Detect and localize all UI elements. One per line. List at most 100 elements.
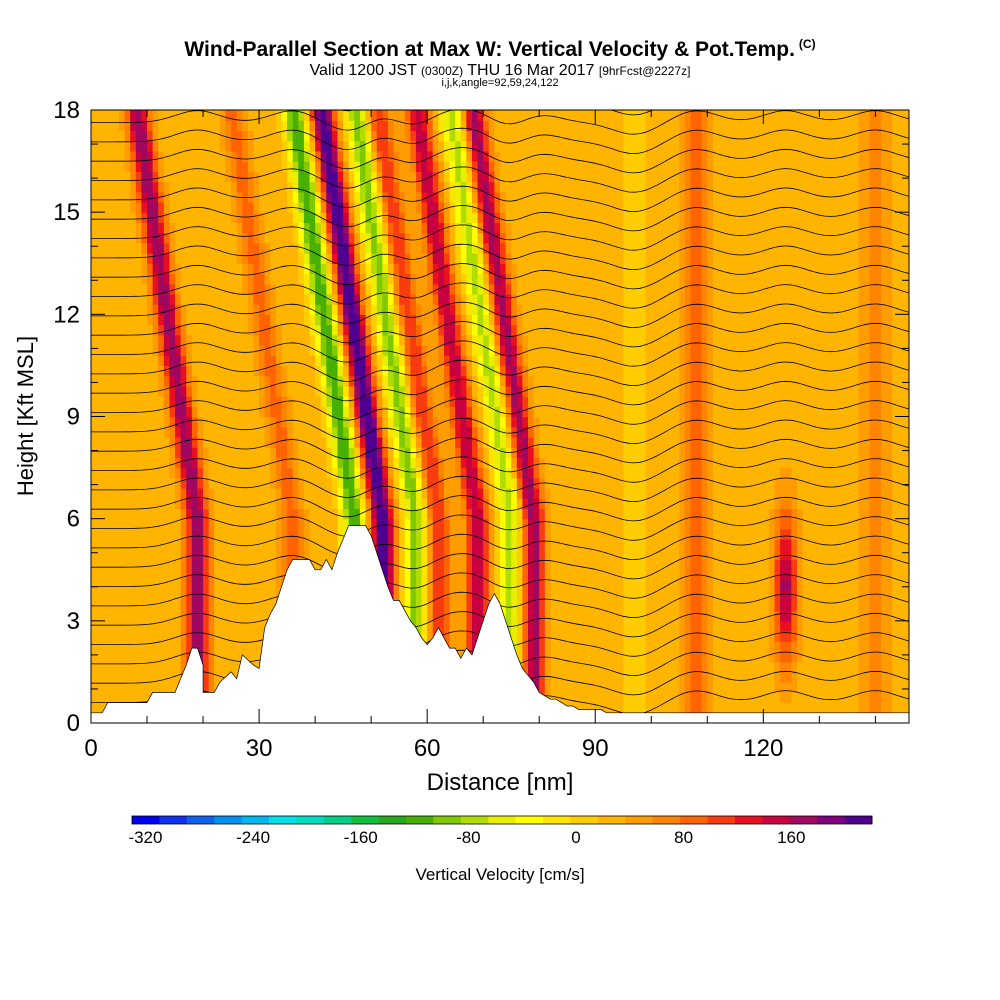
velocity-cell bbox=[124, 263, 131, 275]
velocity-cell bbox=[180, 579, 187, 591]
velocity-cell bbox=[264, 508, 271, 520]
velocity-cell bbox=[376, 416, 383, 428]
velocity-cell bbox=[488, 212, 495, 223]
velocity-cell bbox=[337, 212, 344, 223]
velocity-cell bbox=[236, 467, 243, 479]
velocity-cell bbox=[415, 569, 423, 581]
velocity-cell bbox=[242, 161, 249, 172]
velocity-cell bbox=[320, 273, 327, 285]
velocity-cell bbox=[483, 242, 490, 254]
velocity-cell bbox=[259, 201, 266, 213]
velocity-cell bbox=[477, 385, 484, 397]
velocity-cell bbox=[130, 365, 137, 377]
velocity-cell bbox=[387, 314, 395, 326]
velocity-cell bbox=[337, 436, 344, 448]
velocity-cell bbox=[186, 610, 193, 622]
velocity-cell bbox=[119, 181, 126, 193]
velocity-cell bbox=[528, 508, 535, 520]
velocity-cell bbox=[214, 242, 221, 254]
velocity-cell bbox=[298, 161, 305, 172]
velocity-cell bbox=[483, 457, 490, 469]
velocity-cell bbox=[135, 590, 143, 601]
velocity-cell bbox=[180, 569, 187, 581]
velocity-cell bbox=[404, 559, 411, 571]
velocity-cell bbox=[309, 447, 316, 458]
velocity-cell bbox=[152, 150, 159, 162]
velocity-cell bbox=[107, 191, 115, 203]
velocity-cell bbox=[443, 212, 451, 223]
velocity-cell bbox=[516, 385, 524, 397]
velocity-cell bbox=[415, 314, 423, 326]
velocity-cell bbox=[415, 324, 423, 336]
velocity-cell bbox=[376, 161, 383, 172]
velocity-cell bbox=[247, 508, 255, 520]
velocity-cell bbox=[410, 549, 417, 561]
velocity-cell bbox=[320, 293, 327, 305]
velocity-cell bbox=[292, 120, 299, 132]
velocity-cell bbox=[231, 498, 238, 510]
velocity-cell bbox=[152, 600, 159, 612]
velocity-cell bbox=[298, 549, 305, 561]
velocity-cell bbox=[494, 375, 501, 387]
velocity-cell bbox=[421, 324, 428, 336]
velocity-cell bbox=[410, 304, 417, 315]
velocity-cell bbox=[550, 314, 557, 326]
velocity-cell bbox=[163, 457, 171, 469]
velocity-cell bbox=[539, 130, 546, 142]
velocity-cell bbox=[500, 140, 507, 152]
velocity-cell bbox=[393, 263, 400, 275]
velocity-cell bbox=[236, 263, 243, 275]
velocity-cell bbox=[309, 467, 316, 479]
velocity-cell bbox=[130, 253, 137, 264]
velocity-cell bbox=[107, 579, 115, 591]
velocity-cell bbox=[225, 150, 232, 162]
velocity-cell bbox=[135, 324, 143, 336]
velocity-cell bbox=[421, 120, 428, 132]
velocity-cell bbox=[365, 283, 372, 295]
velocity-cell bbox=[528, 498, 535, 510]
velocity-cell bbox=[544, 171, 552, 183]
velocity-cell bbox=[219, 518, 227, 530]
velocity-cell bbox=[393, 201, 400, 213]
velocity-cell bbox=[404, 355, 411, 367]
velocity-cell bbox=[135, 161, 143, 172]
velocity-cell bbox=[281, 385, 288, 397]
velocity-cell bbox=[242, 232, 249, 244]
velocity-cell bbox=[466, 477, 473, 489]
velocity-cell bbox=[500, 181, 507, 193]
velocity-cell bbox=[141, 590, 148, 601]
velocity-cell bbox=[387, 539, 395, 550]
velocity-cell bbox=[113, 641, 120, 653]
velocity-cell bbox=[197, 130, 204, 142]
velocity-cell bbox=[180, 426, 187, 438]
velocity-cell bbox=[494, 406, 501, 418]
velocity-cell bbox=[197, 436, 204, 448]
velocity-cell bbox=[505, 559, 512, 571]
velocity-cell bbox=[91, 528, 98, 540]
velocity-cell bbox=[303, 385, 311, 397]
velocity-cell bbox=[141, 508, 148, 520]
velocity-cell bbox=[466, 130, 473, 142]
velocity-cell bbox=[180, 508, 187, 520]
velocity-cell bbox=[505, 600, 512, 612]
velocity-cell bbox=[550, 120, 557, 132]
velocity-cell bbox=[432, 232, 439, 244]
velocity-cell bbox=[432, 161, 439, 172]
velocity-cell bbox=[281, 314, 288, 326]
velocity-cell bbox=[500, 201, 507, 213]
velocity-cell bbox=[180, 110, 187, 121]
velocity-cell bbox=[191, 549, 199, 561]
velocity-cell bbox=[393, 457, 400, 469]
velocity-cell bbox=[337, 518, 344, 530]
velocity-cell bbox=[516, 253, 524, 264]
velocity-cell bbox=[242, 191, 249, 203]
velocity-cell bbox=[315, 508, 322, 520]
velocity-cell bbox=[460, 263, 467, 275]
velocity-cell bbox=[225, 293, 232, 305]
velocity-cell bbox=[337, 324, 344, 336]
velocity-cell bbox=[287, 406, 294, 418]
velocity-cell bbox=[449, 120, 456, 132]
velocity-cell bbox=[247, 263, 255, 275]
velocity-cell bbox=[337, 344, 344, 356]
velocity-cell bbox=[186, 488, 193, 499]
